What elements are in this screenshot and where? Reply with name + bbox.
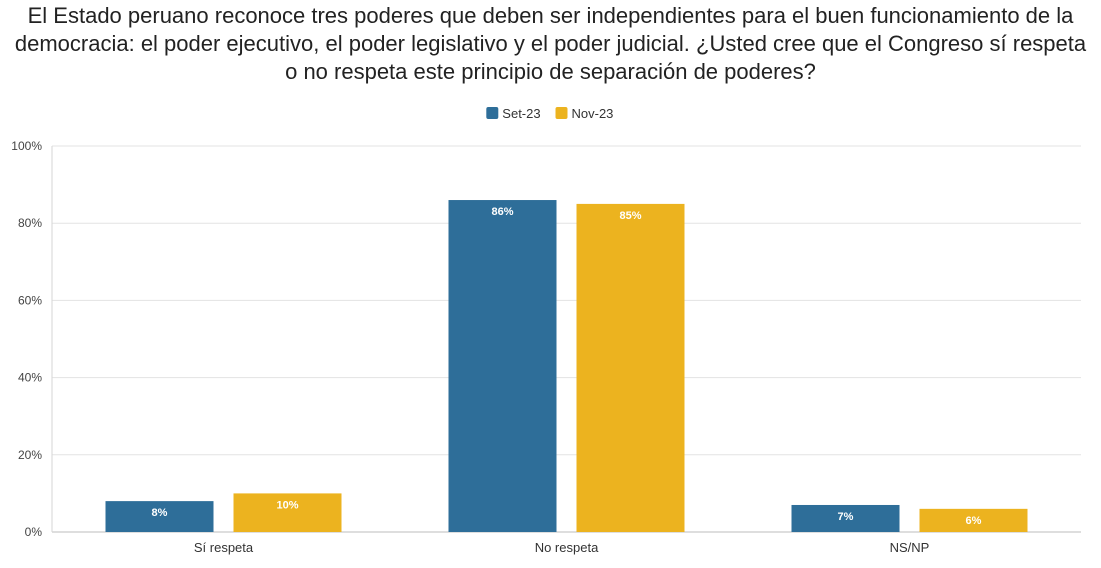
bar (105, 501, 214, 532)
bar (791, 504, 900, 532)
y-tick-label: 60% (18, 293, 42, 307)
data-label: 7% (838, 511, 854, 523)
y-tick-label: 0% (25, 525, 43, 539)
bar (448, 200, 557, 533)
y-tick-label: 100% (11, 139, 42, 153)
legend-swatch (555, 107, 568, 119)
y-tick-label: 20% (18, 448, 42, 462)
legend-label: Set-23 (502, 106, 540, 121)
data-label: 8% (152, 507, 168, 519)
x-category-label: Sí respeta (194, 540, 254, 555)
chart-title-line-3: o no respeta este principio de separació… (285, 59, 816, 84)
chart-title-line-1: El Estado peruano reconoce tres poderes … (27, 3, 1074, 28)
legend-label: Nov-23 (572, 106, 614, 121)
chart-title: El Estado peruano reconoce tres poderes … (0, 2, 1101, 86)
data-label: 10% (276, 499, 298, 511)
x-category-label: NS/NP (890, 540, 930, 555)
bar (233, 493, 342, 532)
data-label: 86% (491, 206, 513, 218)
chart-title-line-2: democracia: el poder ejecutivo, el poder… (14, 31, 1087, 56)
bar (576, 203, 685, 532)
y-tick-label: 80% (18, 216, 42, 230)
legend-swatch (486, 107, 499, 119)
y-tick-label: 40% (18, 371, 42, 385)
data-label: 6% (966, 515, 982, 527)
x-category-label: No respeta (535, 540, 599, 555)
data-label: 85% (619, 210, 641, 222)
bar (919, 508, 1028, 532)
